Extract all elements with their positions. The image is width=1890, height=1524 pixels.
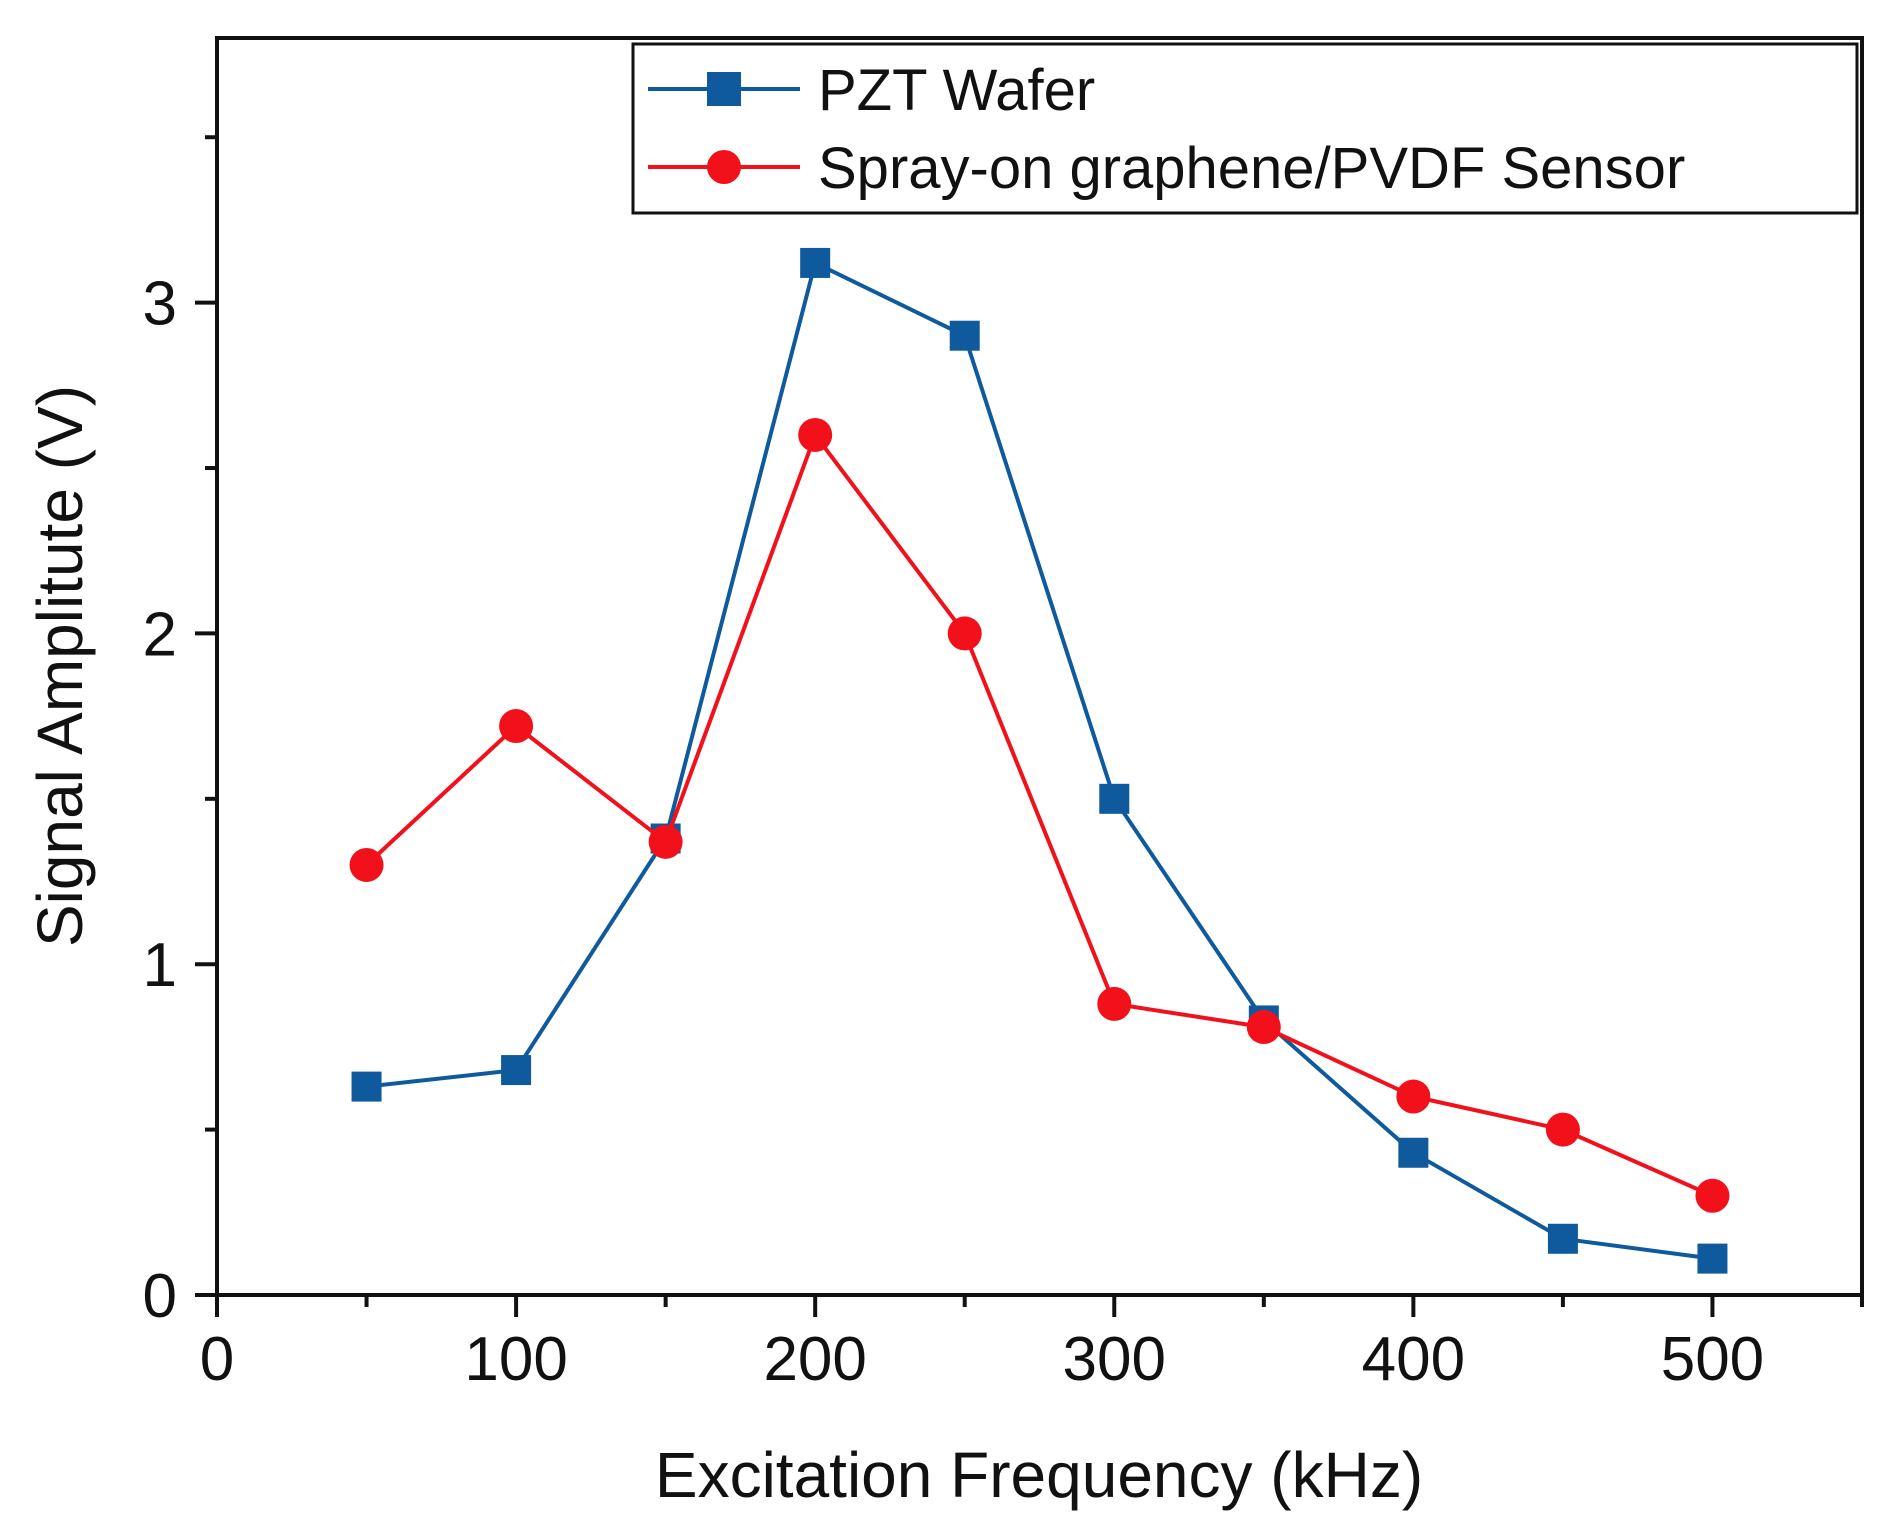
- data-point-graphene-pvdf: [1545, 1112, 1580, 1147]
- data-point-pzt-wafer: [1398, 1137, 1429, 1168]
- x-tick-label: 200: [763, 1325, 866, 1394]
- legend-box: [631, 42, 1859, 215]
- data-point-pzt-wafer: [1547, 1223, 1578, 1254]
- series-line-graphene-pvdf: [365, 432, 1714, 1198]
- legend-marker-pzt: [707, 72, 741, 106]
- y-tick-label: 0: [143, 1262, 177, 1331]
- x-tick-label: 0: [200, 1325, 234, 1394]
- data-point-graphene-pvdf: [1097, 986, 1132, 1021]
- y-axis-title: Signal Amplitute (V): [24, 385, 96, 947]
- plot-frame: [215, 36, 1864, 1297]
- y-tick-label: 2: [143, 600, 177, 669]
- data-point-graphene-pvdf: [349, 847, 384, 882]
- legend-label-pzt: PZT Wafer: [818, 58, 1095, 123]
- data-point-graphene-pvdf: [499, 709, 534, 744]
- data-point-pzt-wafer: [1099, 783, 1130, 814]
- series-graphene-pvdf: [349, 417, 1730, 1213]
- data-point-graphene-pvdf: [947, 616, 982, 651]
- data-point-graphene-pvdf: [648, 824, 683, 859]
- data-point-pzt-wafer: [800, 247, 831, 278]
- legend: PZT Wafer Spray-on graphene/PVDF Sensor: [631, 42, 1859, 215]
- data-point-graphene-pvdf: [1396, 1079, 1431, 1114]
- data-series: [349, 247, 1730, 1274]
- x-tick-label: 300: [1063, 1325, 1166, 1394]
- y-tick-label: 3: [143, 270, 177, 339]
- y-tick-label: 1: [143, 931, 177, 1000]
- data-point-graphene-pvdf: [1695, 1178, 1730, 1213]
- data-point-graphene-pvdf: [798, 417, 833, 452]
- series-line-pzt-wafer: [366, 260, 1713, 1261]
- data-point-pzt-wafer: [351, 1071, 382, 1102]
- x-tick-label: 400: [1362, 1325, 1465, 1394]
- legend-marker-graphene: [707, 150, 741, 184]
- axis-ticks: 0 100 200 300 400 500 0 1 2 3: [143, 135, 1864, 1394]
- x-tick-label: 500: [1661, 1325, 1764, 1394]
- legend-label-graphene: Spray-on graphene/PVDF Sensor: [818, 136, 1685, 201]
- data-point-pzt-wafer: [501, 1055, 532, 1086]
- data-point-pzt-wafer: [1697, 1243, 1728, 1274]
- data-point-pzt-wafer: [949, 320, 980, 351]
- series-pzt-wafer: [351, 247, 1728, 1274]
- data-point-graphene-pvdf: [1246, 1010, 1281, 1045]
- x-axis-title: Excitation Frequency (kHz): [655, 1439, 1423, 1511]
- x-tick-label: 100: [464, 1325, 567, 1394]
